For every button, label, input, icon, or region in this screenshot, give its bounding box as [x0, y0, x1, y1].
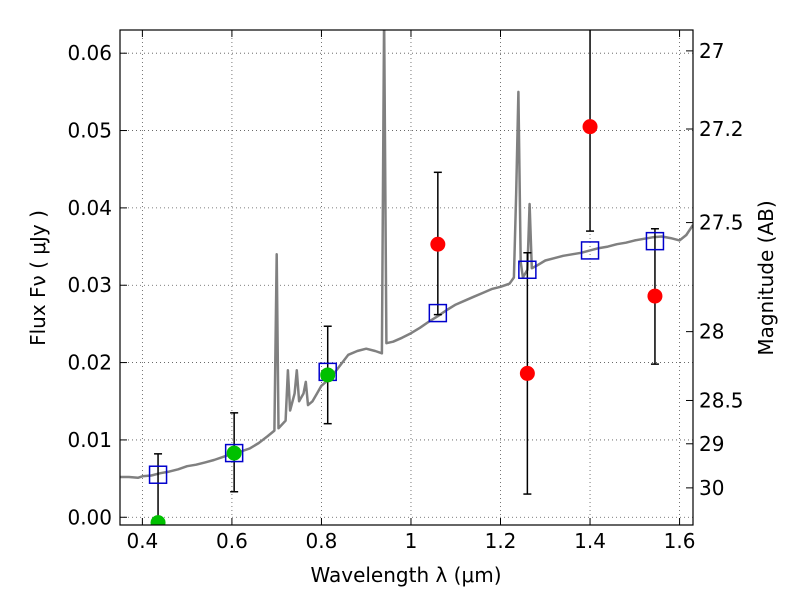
mag-tick-label: 28.5	[699, 388, 744, 412]
right-axis-title: Magnitude (AB)	[754, 200, 778, 355]
mag-tick-label: 27.2	[699, 117, 744, 141]
x-tick-label: 1.2	[485, 529, 517, 553]
model-photometry-square	[148, 465, 168, 484]
grid	[120, 30, 693, 525]
y-tick-label: 0.06	[67, 41, 112, 65]
y-tick-label: 0.05	[67, 119, 112, 143]
y-tick-label: 0.01	[67, 428, 112, 452]
model-photometry-square	[224, 443, 244, 463]
y-tick-label: 0.00	[67, 505, 112, 529]
x-axis-title: Wavelength λ (μm)	[310, 563, 501, 587]
y-tick-label: 0.03	[67, 273, 112, 297]
mag-tick-label: 28	[699, 320, 724, 344]
axes-ticks: 0.4 0.6 0.8 1 1.2 1.4 1.6 0.00 0.01 0.02 0.03 0.04 0…	[67, 30, 744, 553]
y-tick-label: 0.04	[67, 196, 112, 220]
y-axis-title: Flux Fν ( μJy )	[26, 210, 50, 346]
y-tick-label: 0.02	[67, 351, 112, 375]
detection-point	[150, 515, 166, 525]
mag-tick-label: 27	[699, 39, 724, 63]
model-photometry-square	[580, 241, 600, 260]
x-tick-label: 0.8	[306, 529, 338, 553]
x-tick-label: 0.6	[216, 529, 248, 553]
mag-tick-label: 29	[699, 432, 724, 456]
mag-tick-label: 27.5	[699, 211, 744, 235]
model-photometry-square	[645, 231, 665, 251]
detection-point	[320, 367, 336, 383]
x-tick-label: 0.4	[126, 529, 158, 553]
model-photometry-square	[428, 303, 448, 323]
detection-point	[226, 445, 242, 461]
low-significance-point	[519, 365, 535, 381]
plot-area	[120, 30, 693, 525]
plot-frame	[119, 29, 694, 526]
x-tick-label: 1.4	[574, 529, 606, 553]
model-photometry-square	[518, 260, 537, 280]
low-significance-point	[582, 119, 598, 135]
mag-tick-label: 30	[699, 476, 724, 500]
x-tick-label: 1	[405, 529, 418, 553]
x-tick-label: 1.6	[664, 529, 696, 553]
low-significance-point	[647, 288, 663, 304]
low-significance-point	[430, 236, 446, 252]
